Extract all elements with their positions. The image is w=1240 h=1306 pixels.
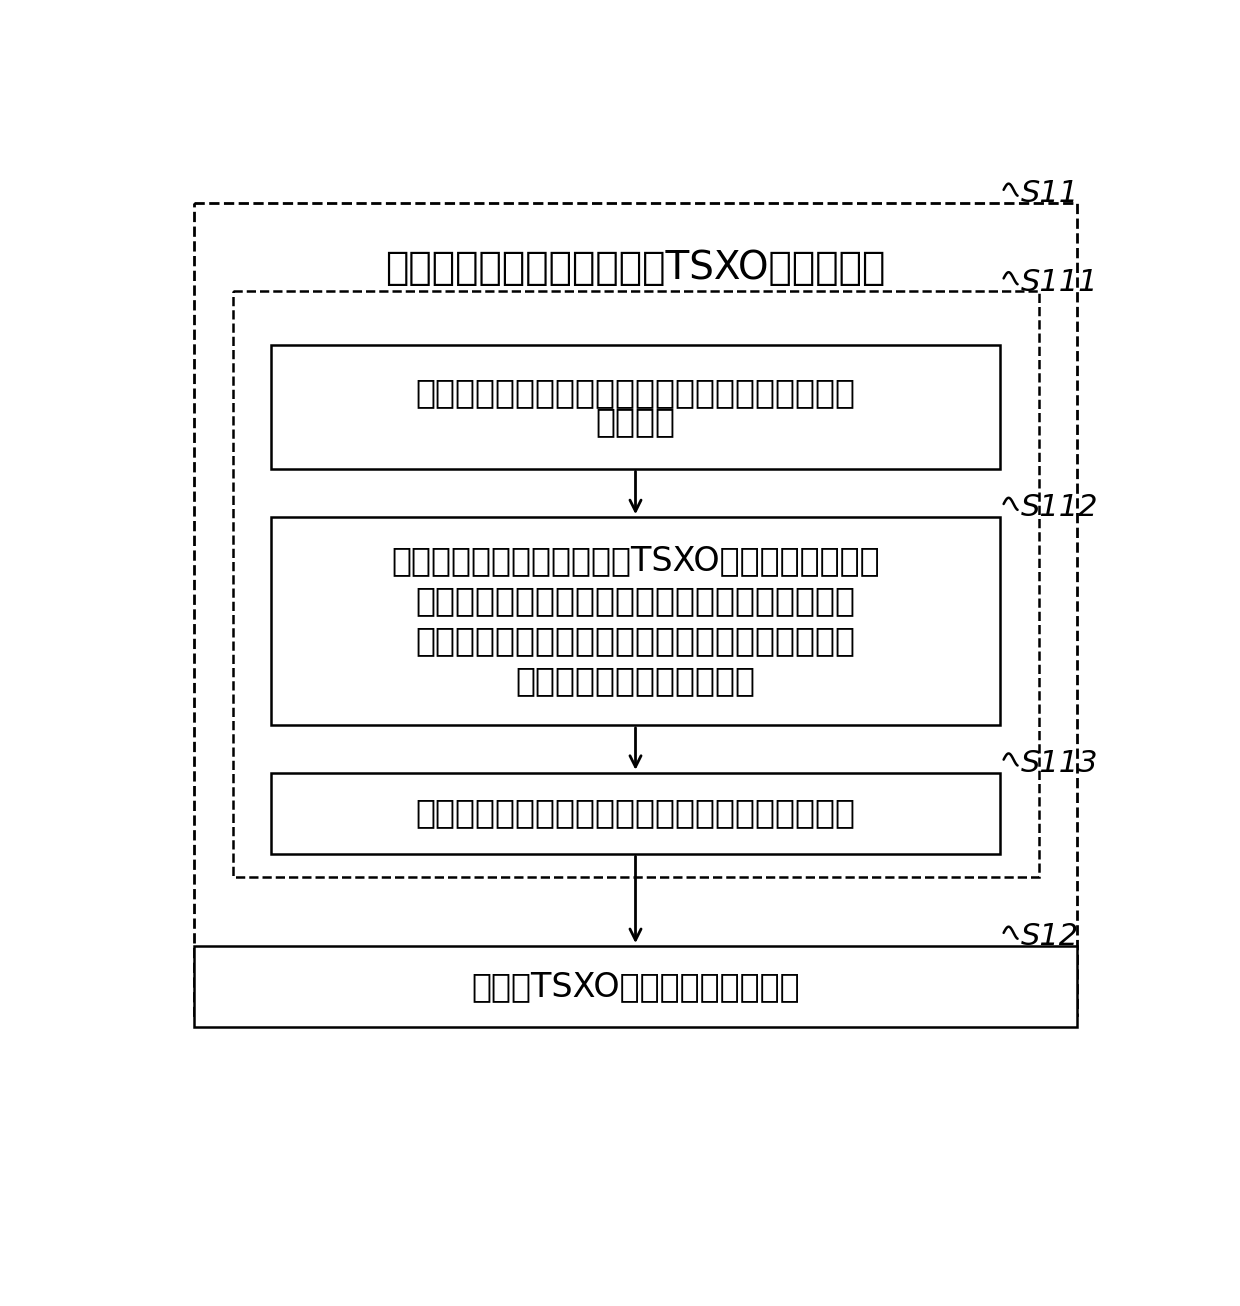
Text: 个本振信号与所述第一调制信号的频偏，并获取频: 个本振信号与所述第一调制信号的频偏，并获取频 [415,624,856,657]
Bar [233,291,1039,876]
Text: S112: S112 [1021,494,1099,522]
Text: S11: S11 [1021,179,1079,208]
Text: 通过所述蓝牙模块消除所述TSXO的自带频偏: 通过所述蓝牙模块消除所述TSXO的自带频偏 [386,249,885,287]
Text: 偏为预设值时的电容阵列值: 偏为预设值时的电容阵列值 [516,665,755,697]
Text: 将频偏为预设值时的电容阵列值存储到所述设备中: 将频偏为预设值时的电容阵列值存储到所述设备中 [415,797,856,829]
Bar [193,202,1078,1015]
Text: 对所述TSXO的温度漂移进行校准: 对所述TSXO的温度漂移进行校准 [471,970,800,1003]
Text: S113: S113 [1021,748,1099,778]
Bar [272,345,999,469]
Text: 通过所述蓝牙模块调节所述TSXO的震荡电路的电容: 通过所述蓝牙模块调节所述TSXO的震荡电路的电容 [391,545,880,577]
Text: S111: S111 [1021,268,1099,296]
Text: 模块接收: 模块接收 [595,405,676,438]
Bar [193,946,1078,1027]
Bar [272,773,999,854]
Text: S12: S12 [1021,922,1079,951]
Text: 阵列值，以产生具有不同频率的本振信号，计算各: 阵列值，以产生具有不同频率的本振信号，计算各 [415,585,856,618]
Text: 发射第一调制信号，所述第一调制信号由所述蓝牙: 发射第一调制信号，所述第一调制信号由所述蓝牙 [415,376,856,409]
Bar [272,517,999,725]
